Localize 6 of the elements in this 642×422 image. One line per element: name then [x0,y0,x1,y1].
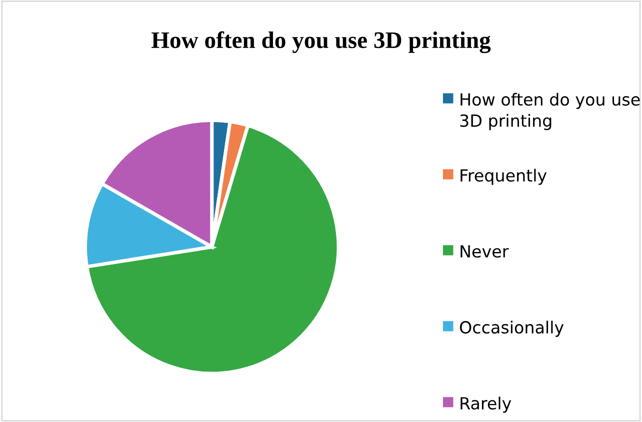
legend-label: Never [460,245,509,258]
legend-label: Frequently [460,168,547,185]
legend-label: How often do you use 3D printing [460,92,640,130]
legend-label: Rarely [460,396,512,413]
chart-title: How often do you use 3D printing [152,31,491,54]
legend-label: Occasionally [460,320,564,337]
